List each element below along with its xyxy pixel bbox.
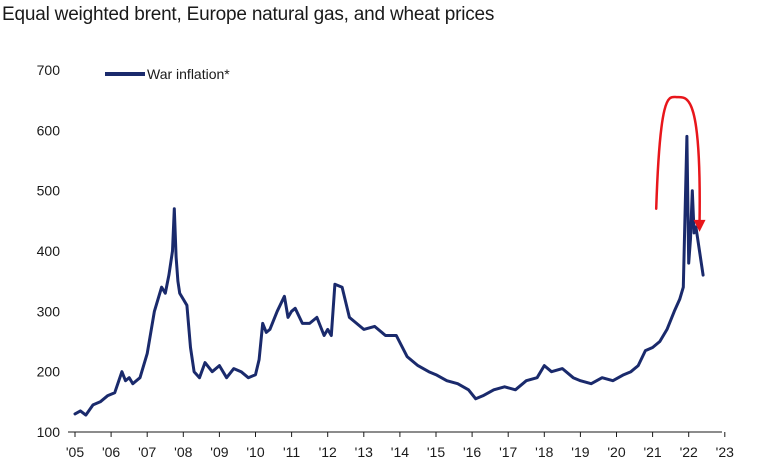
y-tick-label: 400 [37,243,61,259]
x-tick-label: '08 [174,444,192,460]
x-tick-label: '23 [716,444,734,460]
x-tick-label: '18 [535,444,553,460]
legend-label: War inflation* [147,66,230,82]
y-axis-ticks: 100 200 300 400 500 600 700 [37,62,61,440]
x-axis: '05 '06 '07 '08 '09 '10 '11 '12 '13 '14 '15 '16 '17 '… [66,431,734,460]
y-tick-label: 200 [37,364,61,380]
annotation-layer [654,95,706,232]
series-layer [73,134,705,417]
x-tick-label: '07 [138,444,156,460]
y-tick-label: 100 [37,424,61,440]
annotation-arc [654,95,701,226]
x-tick-label: '21 [643,444,661,460]
x-tick-label: '06 [102,444,120,460]
legend: War inflation* [105,66,230,82]
x-tick-label: '19 [571,444,589,460]
y-tick-label: 300 [37,303,61,319]
x-tick-label: '11 [283,444,300,460]
annotation-arrowhead [693,219,706,232]
x-tick-label: '22 [680,444,698,460]
x-tick-label: '17 [499,444,517,460]
series-line-war-inflation [73,134,705,417]
chart-title: Equal weighted brent, Europe natural gas… [2,4,495,25]
x-tick-label: '12 [319,444,337,460]
x-tick-label: '13 [355,444,373,460]
x-tick-label: '15 [427,444,445,460]
x-tick-label: '10 [246,444,264,460]
x-tick-label: '14 [391,444,409,460]
x-tick-label: '20 [607,444,625,460]
y-tick-label: 700 [37,62,61,78]
y-tick-label: 600 [37,122,61,138]
x-tick-label: '05 [66,444,84,460]
y-tick-label: 500 [37,183,61,199]
x-tick-label: '16 [463,444,481,460]
x-tick-label: '09 [210,444,228,460]
